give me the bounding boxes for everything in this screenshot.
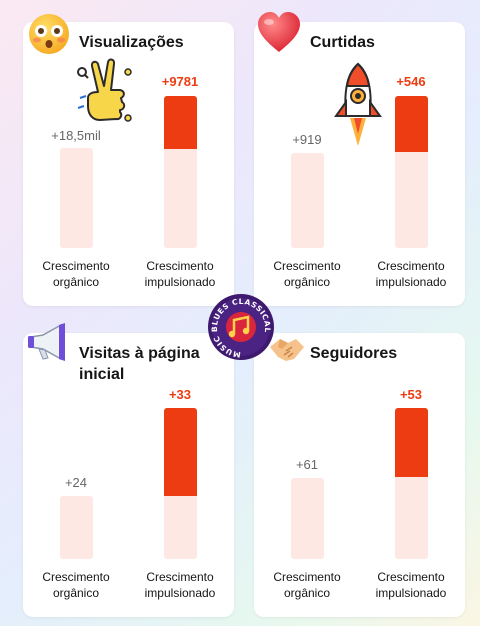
boosted-bar <box>395 96 428 152</box>
organic-value: +919 <box>292 132 322 147</box>
organic-label: Crescimento orgânico <box>42 570 110 600</box>
boosted-value: +546 <box>396 74 426 89</box>
card-title: Visualizações <box>79 34 184 51</box>
organic-bar <box>60 496 93 559</box>
boosted-label: Crescimento impulsionado <box>375 259 447 289</box>
boosted-bar <box>164 96 197 149</box>
profile-visits-card: Visitas à página inicial +24 +33 Crescim… <box>23 323 234 617</box>
boosted-value: +9781 <box>161 74 199 89</box>
boosted-label: Crescimento impulsionado <box>375 570 447 600</box>
followers-card: Seguidores +61 +53 Crescimento orgânico … <box>254 333 465 617</box>
boosted-value: +53 <box>399 387 423 402</box>
organic-bar <box>291 478 324 559</box>
organic-label: Crescimento orgânico <box>273 570 341 600</box>
boosted-bar <box>395 408 428 477</box>
heart-emoji-icon <box>258 12 300 52</box>
card-title: Visitas à página inicial <box>79 345 200 383</box>
music-blues-classical-logo-icon: MUSIC BLUES CLASSICAL <box>208 294 274 360</box>
boosted-label: Crescimento impulsionado <box>144 259 216 289</box>
peace-hand-sticker-icon <box>77 58 132 122</box>
organic-value: +18,5mil <box>51 128 101 143</box>
handshake-icon <box>270 339 304 361</box>
card-title: Seguidores <box>310 345 398 362</box>
organic-value: +24 <box>64 475 88 490</box>
boosted-label: Crescimento impulsionado <box>144 570 216 600</box>
boosted-bar <box>164 408 197 496</box>
boosted-value: +33 <box>168 387 192 402</box>
card-title: Curtidas <box>310 34 375 51</box>
astonished-face-emoji-icon <box>29 14 69 54</box>
megaphone-icon <box>28 323 65 361</box>
organic-label: Crescimento orgânico <box>42 259 110 289</box>
organic-bar <box>291 153 324 248</box>
rocket-sticker-icon <box>334 62 382 146</box>
organic-value: +61 <box>295 457 319 472</box>
organic-bar <box>60 148 93 248</box>
organic-label: Crescimento orgânico <box>273 259 341 289</box>
